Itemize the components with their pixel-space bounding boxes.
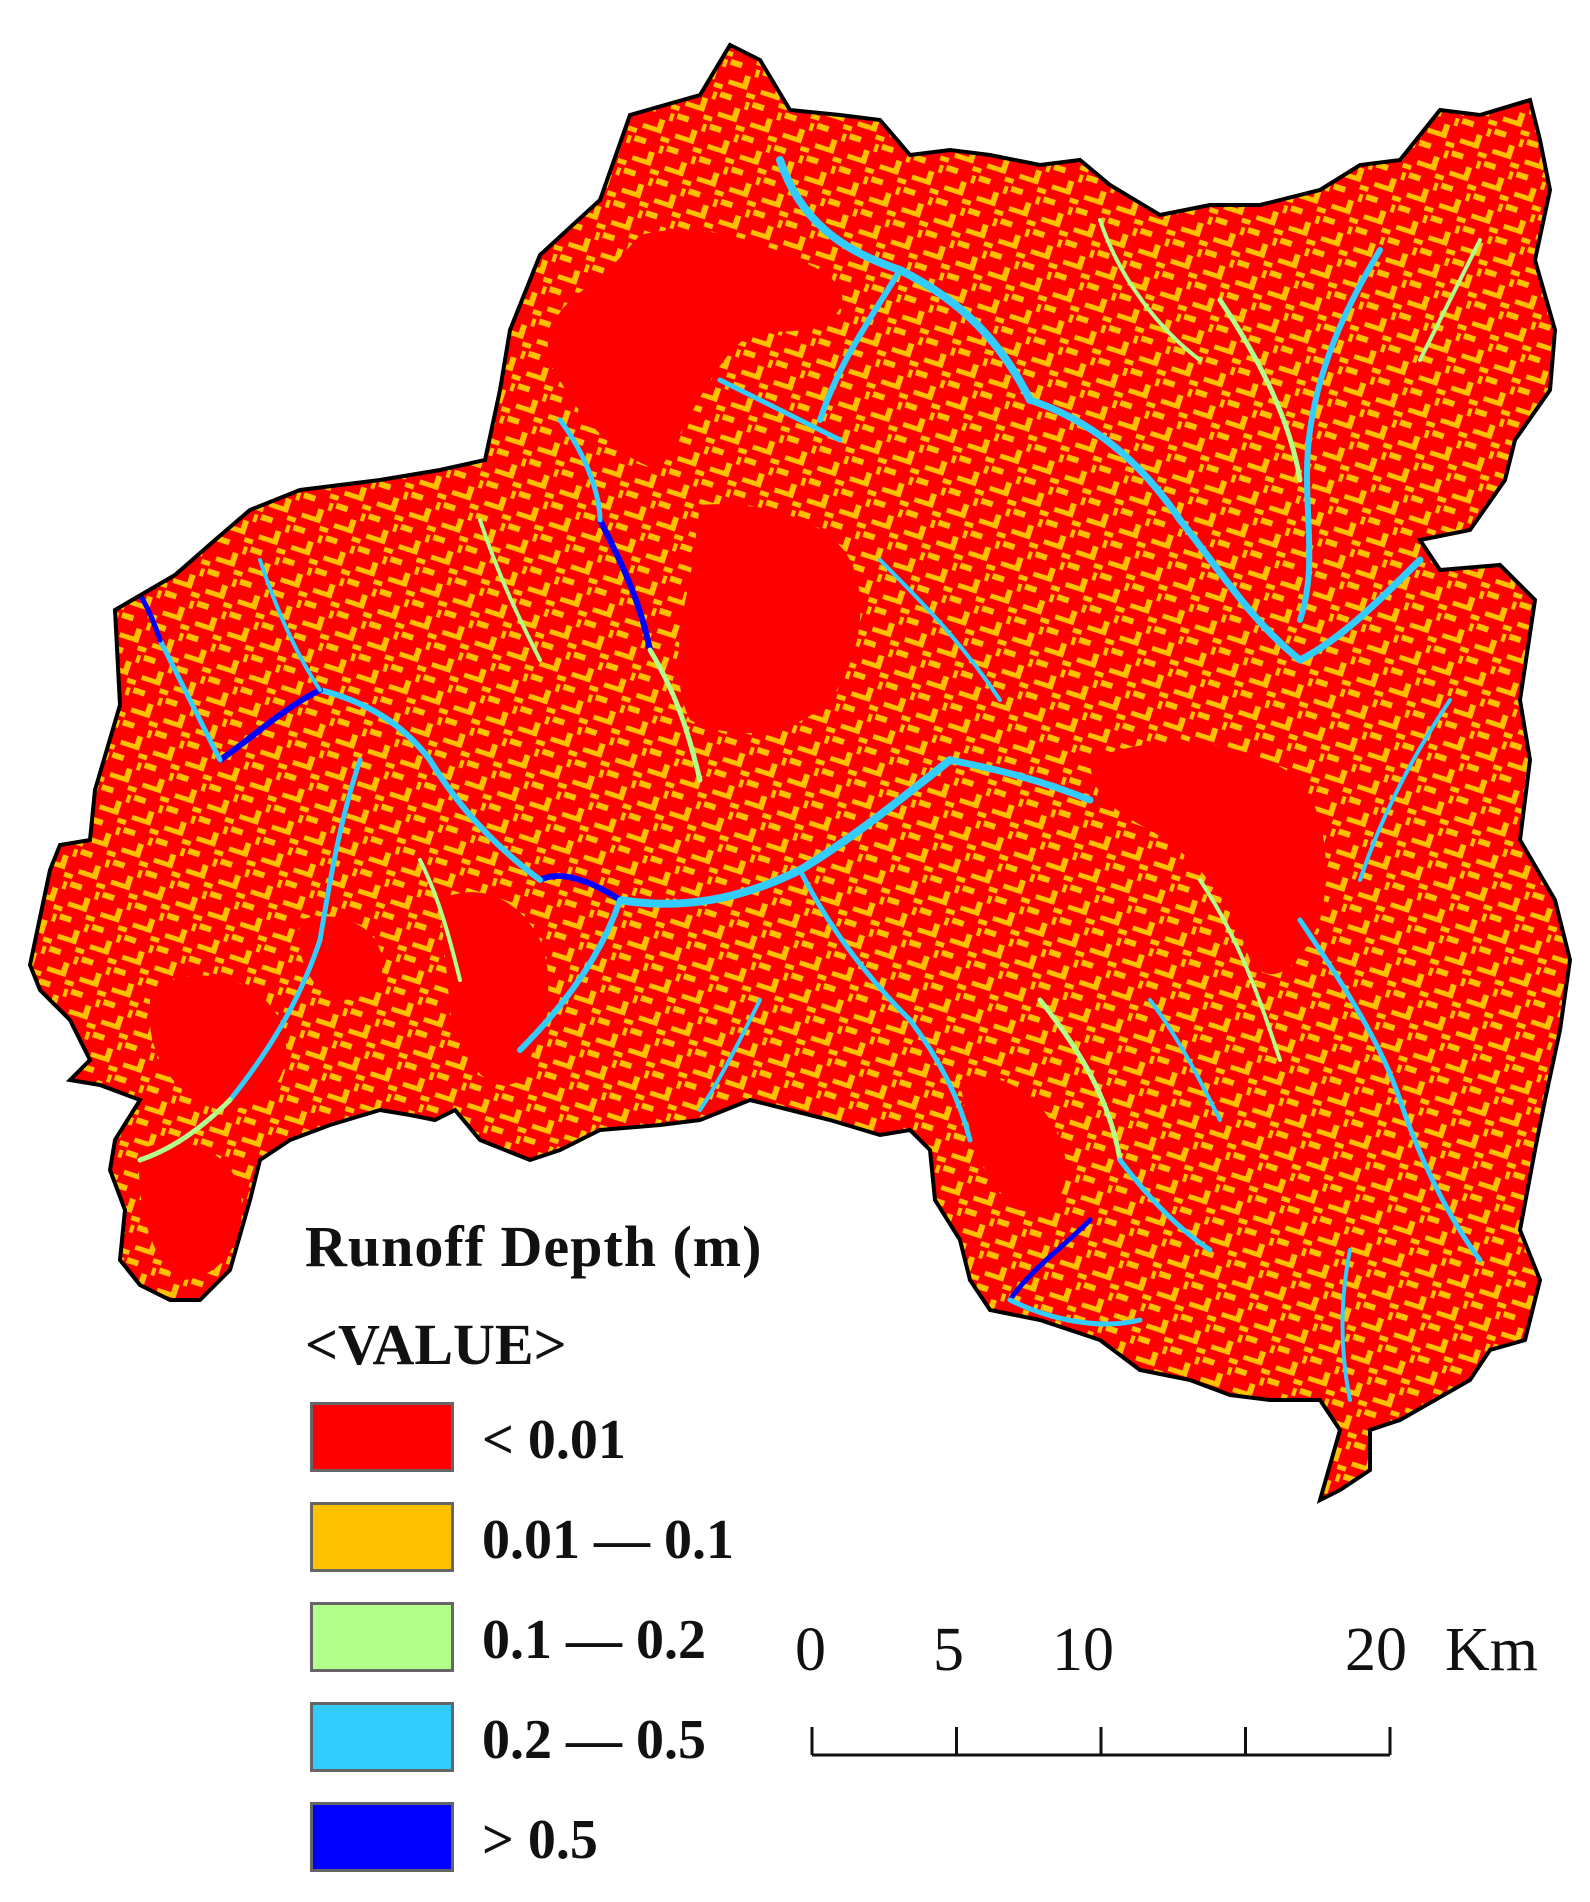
stream-channel [797,867,913,1023]
legend-item: > 0.5 [310,1802,830,1878]
stream-channel [478,518,542,662]
low-runoff-zone [960,1077,1067,1212]
legend-swatch [310,1602,454,1672]
stream-channel [317,757,363,943]
stream-channel [717,377,843,443]
scale-bar: 0 5 10 20 Km [790,1615,1590,1775]
stream-channel [1397,1097,1483,1263]
stream-channel [1117,1157,1213,1253]
stream-channel [1148,998,1222,1122]
stream-channel [1358,698,1452,882]
stream-channel [1217,297,1303,483]
stream-channel [157,637,223,763]
legend-label: 0.01 — 0.1 [482,1509,734,1571]
scale-label-10: 10 [1052,1616,1114,1684]
stream-channel [217,687,323,763]
legend-item: 0.01 — 0.1 [310,1502,830,1578]
low-runoff-zone [1090,742,1326,975]
stream-channel [1418,238,1482,362]
stream-channel [1296,556,1424,664]
stream-channel [317,687,543,883]
legend-swatch [310,1502,454,1572]
stream-channel [817,267,903,423]
scale-label-20: 20 [1345,1616,1407,1684]
scale-label-0: 0 [795,1616,826,1684]
stream-channel [647,647,703,783]
stream-channel [1297,917,1403,1103]
legend-field-label: <VALUE> [305,1312,567,1377]
stream-channel [1340,1248,1352,1402]
stream-channel [1037,997,1123,1163]
stream-channel [1026,396,1304,664]
stream-channel [418,858,462,982]
stream-channel [557,417,603,523]
scale-bar-graphic [810,1727,1392,1757]
legend-title: Runoff Depth (m) [305,1214,763,1279]
stream-channel [946,756,1094,804]
stream-channel [1297,247,1383,623]
scale-label-5: 5 [933,1616,964,1684]
basin-area [27,42,1573,1504]
stream-channel [1198,878,1282,1062]
stream-channel [517,897,623,1053]
stream-channel [537,873,623,903]
legend-label: 0.1 — 0.2 [482,1609,706,1671]
legend-swatch [310,1802,454,1872]
low-runoff-zone [139,1142,242,1280]
legend-swatch [310,1702,454,1772]
stream-channel [1007,1297,1143,1327]
legend-item: < 0.01 [310,1402,830,1478]
legend-label: < 0.01 [482,1409,626,1471]
stream-channel [227,937,323,1103]
stream-channel [1098,218,1202,362]
low-runoff-zone [150,975,287,1110]
basin-fill [30,45,1570,1500]
legend-swatch [310,1402,454,1472]
basin-outline [27,42,1573,1504]
stream-channel [698,998,762,1112]
legend-label: > 0.5 [482,1809,598,1871]
stream-channel [258,558,322,692]
stream-channel [137,1097,233,1163]
legend-item: 0.2 — 0.5 [310,1702,830,1778]
legend-item: 0.1 — 0.2 [310,1602,830,1678]
low-runoff-zone [440,892,549,1086]
low-runoff-zone [547,229,843,470]
stream-channel [907,1017,973,1143]
stream-channel [597,517,653,653]
scale-unit: Km [1445,1616,1538,1684]
stream-channel [1007,1217,1093,1303]
legend-label: 0.2 — 0.5 [482,1709,706,1771]
low-runoff-zone [678,504,861,734]
stream-channel [878,558,1002,702]
